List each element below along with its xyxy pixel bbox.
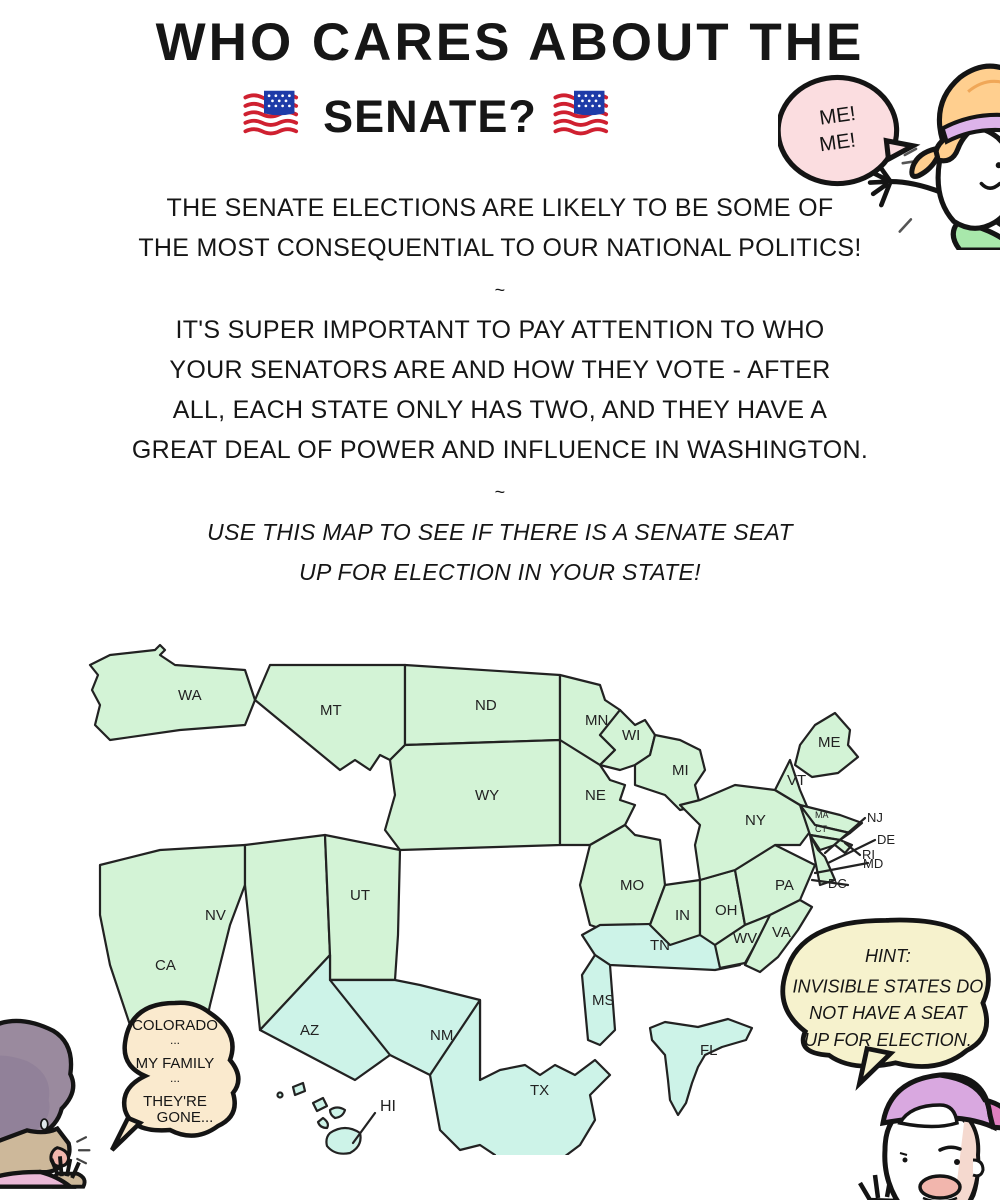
- svg-text:UT: UT: [350, 887, 370, 904]
- svg-text:NOT HAVE A SEAT: NOT HAVE A SEAT: [809, 1003, 969, 1023]
- svg-text:WV: WV: [733, 930, 757, 947]
- svg-text:GONE...: GONE...: [157, 1109, 214, 1126]
- svg-text:NM: NM: [430, 1027, 453, 1044]
- svg-text:FL: FL: [700, 1042, 718, 1059]
- svg-text:HI: HI: [380, 1098, 396, 1115]
- svg-text:DC: DC: [828, 876, 847, 891]
- svg-text:UP FOR ELECTION.: UP FOR ELECTION.: [804, 1030, 972, 1050]
- svg-text:MD: MD: [863, 856, 883, 871]
- svg-text:NY: NY: [745, 812, 766, 829]
- svg-text:DE: DE: [877, 832, 895, 847]
- svg-text:MS: MS: [592, 992, 615, 1009]
- svg-text:OH: OH: [715, 902, 738, 919]
- svg-text:IN: IN: [675, 907, 690, 924]
- svg-text:AZ: AZ: [300, 1022, 319, 1039]
- svg-text:COLORADO: COLORADO: [132, 1017, 218, 1034]
- svg-text:MI: MI: [672, 762, 689, 779]
- svg-text:MO: MO: [620, 877, 644, 894]
- svg-text:TX: TX: [530, 1082, 549, 1099]
- svg-text:NJ: NJ: [867, 810, 883, 825]
- svg-text:MT: MT: [320, 702, 342, 719]
- svg-text:...: ...: [170, 1071, 180, 1085]
- svg-text:...: ...: [170, 1033, 180, 1047]
- svg-text:INVISIBLE STATES DO: INVISIBLE STATES DO: [793, 977, 984, 997]
- svg-text:WY: WY: [475, 787, 499, 804]
- svg-text:ME: ME: [818, 734, 841, 751]
- svg-text:PA: PA: [775, 877, 794, 894]
- svg-text:MN: MN: [585, 712, 608, 729]
- svg-text:VT: VT: [787, 772, 806, 789]
- svg-text:HINT:: HINT:: [865, 946, 911, 966]
- svg-text:CT: CT: [815, 824, 827, 834]
- svg-text:THEY'RE: THEY'RE: [143, 1093, 207, 1110]
- svg-text:WI: WI: [622, 727, 640, 744]
- svg-text:MY FAMILY: MY FAMILY: [136, 1055, 215, 1072]
- svg-text:NV: NV: [205, 907, 226, 924]
- svg-text:WA: WA: [178, 687, 202, 704]
- svg-text:CA: CA: [155, 957, 176, 974]
- svg-text:ND: ND: [475, 697, 497, 714]
- svg-text:MA: MA: [815, 810, 829, 820]
- svg-text:NE: NE: [585, 787, 606, 804]
